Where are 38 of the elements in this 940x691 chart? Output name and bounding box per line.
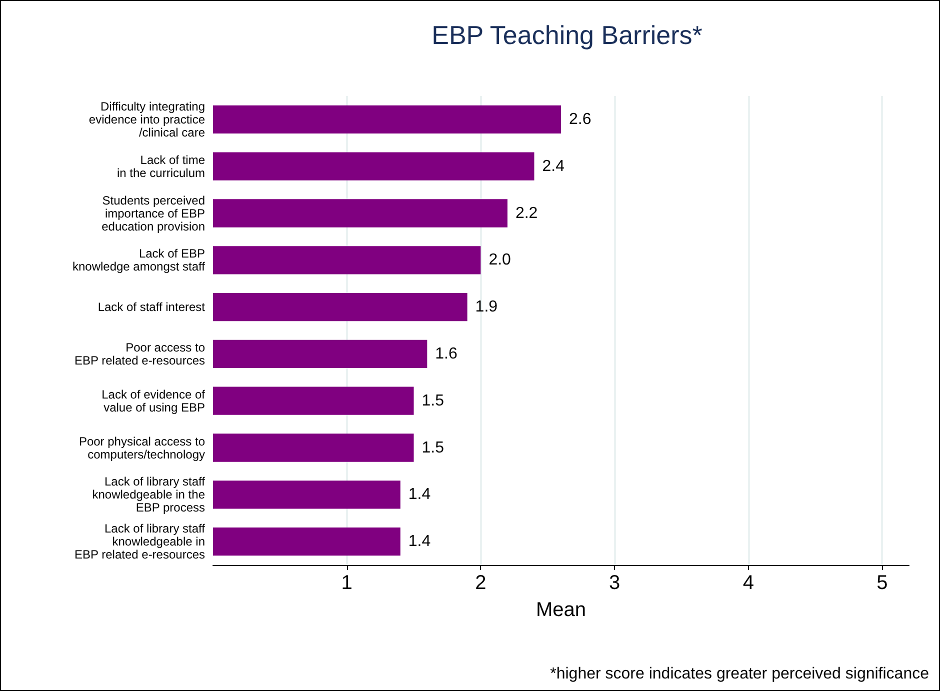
y-tick-label: Lack of evidence of value of using EBP xyxy=(102,387,206,414)
y-tick-label: Lack of staff interest xyxy=(98,300,206,314)
y-tick-label: Poor access to EBP related e-resources xyxy=(74,340,206,368)
y-tick-label: Difficulty integrating evidence into practice /clinical care xyxy=(88,99,206,140)
y-tick-label: Poor physical access to computers/technology xyxy=(78,434,206,462)
data-label: 1.9 xyxy=(475,298,498,316)
x-tick-label: 3 xyxy=(608,572,620,594)
data-label: 1.6 xyxy=(435,345,458,362)
x-tick-label: 5 xyxy=(876,572,888,594)
data-label: 1.4 xyxy=(408,533,431,550)
data-label: 2.2 xyxy=(515,204,538,222)
text: *higher score indicates greater perceived significance xyxy=(550,666,930,682)
data-label: 1.4 xyxy=(408,486,431,504)
bar xyxy=(213,434,414,462)
bar xyxy=(213,480,400,509)
data-label: 2.0 xyxy=(488,252,512,269)
bar xyxy=(213,386,414,415)
data-label: 1.5 xyxy=(422,439,444,456)
x-tick-label: 2 xyxy=(475,572,486,594)
data-label: 2.4 xyxy=(542,158,565,175)
bar xyxy=(213,199,508,228)
y-tick-label: Students perceived importance of EBP education provision xyxy=(102,193,205,234)
y-tick-label: Lack of library staff knowledgeable in EBP related e-resources xyxy=(74,522,206,562)
chart-title: EBP Teaching Barriers* xyxy=(432,20,702,50)
x-tick-label: 4 xyxy=(742,572,754,594)
bar xyxy=(213,246,481,274)
data-label: 1.5 xyxy=(422,392,444,410)
bar xyxy=(213,340,428,368)
y-tick-label: Lack of EBP knowledge amongst staff xyxy=(72,246,206,274)
data-label: 2.6 xyxy=(569,110,592,128)
bar xyxy=(213,292,468,322)
y-tick-label: Lack of library staff knowledgeable in the EBP process xyxy=(92,474,206,515)
bar xyxy=(213,105,561,134)
x-tick-label: 1 xyxy=(341,572,352,594)
x-axis-title: Mean xyxy=(536,599,586,621)
bar xyxy=(213,152,534,180)
y-tick-label: Lack of time in the curriculum xyxy=(116,152,206,180)
bar xyxy=(213,527,400,556)
